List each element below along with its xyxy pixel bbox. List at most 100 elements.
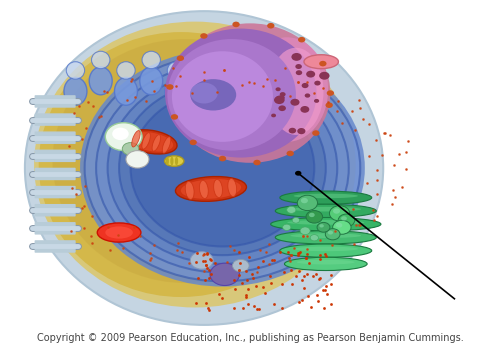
Ellipse shape [175,157,178,166]
Ellipse shape [126,130,177,154]
Ellipse shape [108,72,338,264]
Ellipse shape [268,48,324,135]
Point [296,249,304,254]
Circle shape [278,105,286,111]
Point [302,255,310,260]
Point [236,260,244,266]
Point [322,287,330,293]
Ellipse shape [84,55,360,281]
Circle shape [276,87,280,91]
Circle shape [171,114,178,120]
Ellipse shape [66,62,84,79]
Circle shape [328,231,333,234]
Ellipse shape [280,191,372,204]
Ellipse shape [176,176,246,201]
Point [252,307,260,312]
FancyArrowPatch shape [34,114,75,125]
Point [285,256,293,261]
Circle shape [333,208,340,214]
Circle shape [267,23,274,28]
Circle shape [338,214,354,226]
Point [235,268,243,273]
Ellipse shape [165,77,188,105]
Ellipse shape [270,218,381,231]
Ellipse shape [186,181,194,200]
Circle shape [332,220,351,234]
Ellipse shape [130,132,173,152]
Point [204,306,212,311]
Circle shape [326,229,340,240]
Point [278,281,285,287]
Circle shape [319,61,326,66]
Point [259,258,267,264]
Ellipse shape [130,90,314,246]
Point [235,272,243,278]
Point [202,262,210,268]
Circle shape [309,213,314,217]
Ellipse shape [218,62,236,79]
Circle shape [298,37,306,42]
Circle shape [232,259,249,272]
Ellipse shape [106,226,133,239]
Ellipse shape [192,51,211,69]
Point [322,284,330,289]
Point [295,250,303,255]
Ellipse shape [117,62,135,79]
Point [294,299,302,305]
Ellipse shape [164,156,184,166]
Circle shape [306,71,315,78]
Circle shape [336,223,342,228]
Circle shape [282,224,291,230]
Ellipse shape [290,233,361,238]
Point [192,259,200,265]
Circle shape [298,195,318,211]
Point [327,301,335,307]
Point [312,271,320,277]
Ellipse shape [80,49,365,287]
Circle shape [312,130,320,136]
Circle shape [232,22,239,27]
Ellipse shape [280,244,372,257]
Circle shape [341,216,347,221]
Circle shape [200,33,207,39]
Ellipse shape [170,157,173,166]
Point [194,251,202,256]
Circle shape [301,198,308,203]
FancyArrowPatch shape [34,150,75,161]
Ellipse shape [181,179,241,199]
Ellipse shape [166,157,169,166]
Point [218,295,226,301]
Point [244,301,252,307]
FancyArrowPatch shape [34,96,75,107]
Point [305,260,313,266]
Ellipse shape [228,178,236,197]
Point [242,292,250,297]
Circle shape [310,234,318,241]
Point [230,306,237,311]
Point [276,249,284,255]
Circle shape [176,55,184,61]
Point [316,276,324,282]
Point [320,305,328,310]
Circle shape [317,222,330,232]
Point [294,250,302,256]
Ellipse shape [92,51,110,69]
Ellipse shape [162,137,171,153]
Point [270,301,278,307]
Point [254,264,262,270]
Ellipse shape [119,81,326,255]
Circle shape [326,90,334,96]
Circle shape [280,92,285,97]
Circle shape [278,95,285,100]
Circle shape [219,156,226,161]
Ellipse shape [214,179,222,198]
Ellipse shape [290,207,361,211]
Point [294,268,302,274]
Point [294,252,302,258]
Point [200,251,208,257]
Point [199,259,207,264]
Point [316,252,324,258]
Point [206,256,214,262]
Point [200,277,208,282]
Ellipse shape [246,37,328,142]
